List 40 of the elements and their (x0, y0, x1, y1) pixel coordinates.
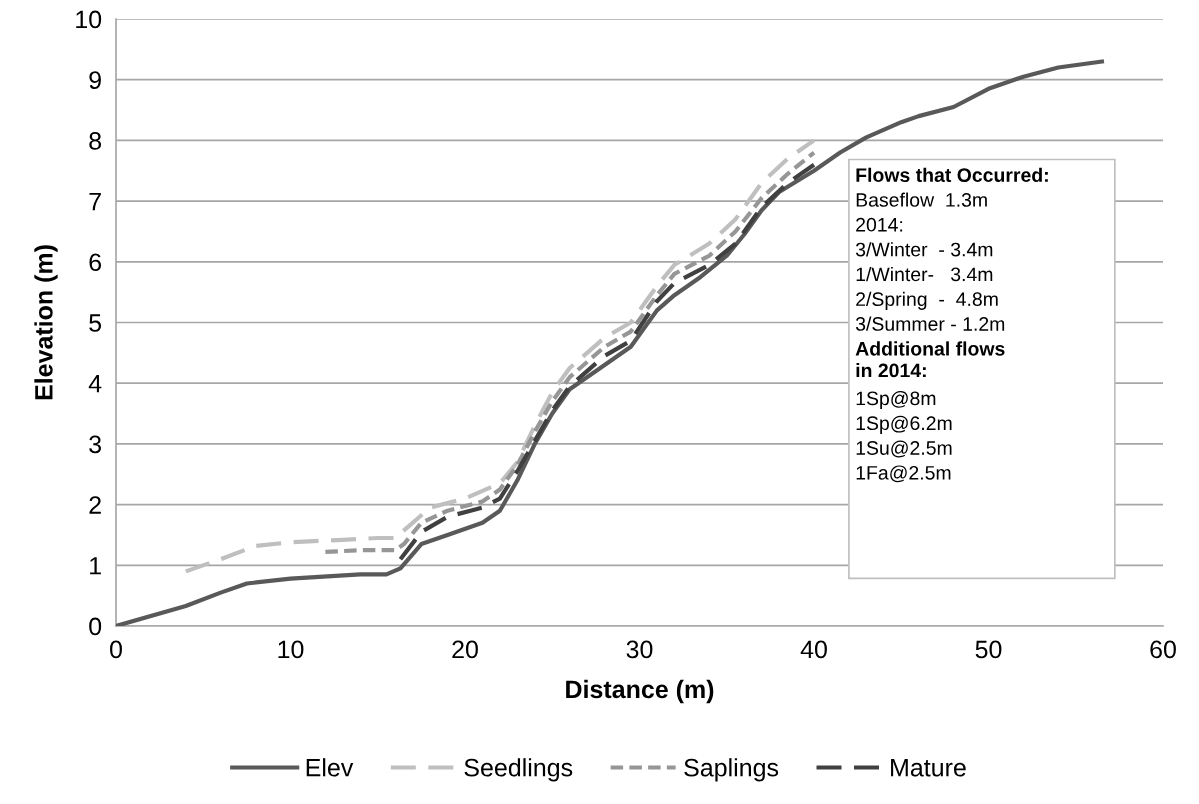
annotation: 1/Winter- 3.4m (856, 266, 993, 282)
annotation: Additional flows in 2014: (855, 341, 1005, 378)
y-tick-label: 4 (88, 375, 102, 393)
y-tick-label: 6 (89, 253, 102, 272)
x-tick-label: 60 (1150, 640, 1176, 659)
annotation: 3/Winter - 3.4m (855, 242, 993, 257)
legend-label: Saplings (684, 758, 779, 782)
annotation: 1Sp@6.2m (856, 415, 952, 434)
annotation: 2014: (856, 217, 903, 232)
y-tick-label: 3 (89, 435, 102, 454)
y-tick-label: 0 (89, 617, 102, 636)
y-tick-label: 7 (89, 192, 101, 211)
x-tick-label: 40 (800, 640, 827, 659)
annotation: 3/Summer - 1.2m (855, 316, 1005, 331)
annotation: Baseflow 1.3m (856, 192, 987, 207)
x-axis-title: Distance (m) (566, 679, 714, 704)
line-series (116, 59, 1105, 626)
line-series (183, 138, 817, 574)
x-tick-label: 30 (626, 640, 653, 659)
y-tick-label: 8 (89, 132, 102, 150)
y-tick-label: 1 (90, 557, 101, 575)
line-series (398, 162, 817, 562)
y-tick-label: 9 (89, 71, 101, 89)
x-tick-label: 50 (975, 640, 1002, 659)
annotation: 1Su@2.5m (856, 440, 952, 458)
annotation: 1Fa@2.5m (856, 465, 951, 483)
y-axis-title: Elevation (m) (34, 245, 58, 400)
y-tick-label: 10 (76, 10, 102, 29)
y-tick-label: 2 (89, 496, 101, 514)
annotation: 2/Spring - 4.8m (856, 291, 998, 310)
x-tick-label: 20 (452, 640, 478, 659)
line-series (323, 150, 817, 555)
y-tick-label: 5 (89, 314, 102, 332)
legend-label: Seedlings (464, 758, 573, 782)
legend-label: Elev (306, 758, 354, 777)
legend-label: Mature (891, 759, 966, 777)
annotation: Flows that Occurred: (856, 167, 1048, 182)
x-tick-label: 0 (110, 640, 122, 659)
annotation: 1Sp@8m (856, 390, 936, 410)
x-tick-label: 10 (278, 640, 304, 659)
